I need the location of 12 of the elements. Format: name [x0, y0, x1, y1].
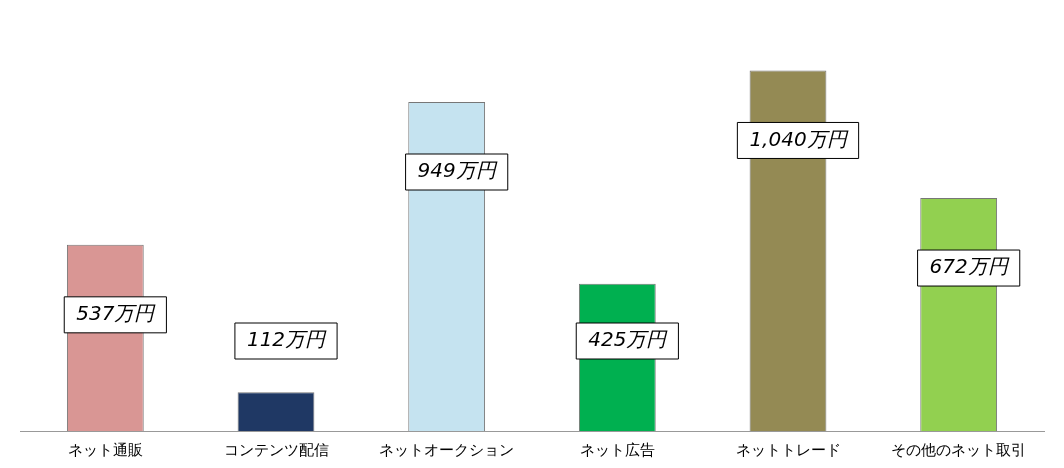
x-tick-label: ネット広告 [579, 440, 655, 459]
data-label: 1,040万円 [749, 126, 849, 151]
x-tick-label: その他のネット取引 [891, 440, 1027, 459]
data-label: 672万円 [929, 254, 1010, 279]
data-label: 425万円 [588, 327, 669, 352]
x-tick-label: ネットトレード [735, 440, 841, 459]
x-tick-label: ネットオークション [379, 440, 515, 459]
x-tick-label: コンテンツ配信 [223, 440, 329, 459]
data-label: 537万円 [76, 301, 157, 326]
data-label: 112万円 [246, 327, 328, 352]
x-tick-label: ネット通販 [67, 440, 143, 459]
data-label: 949万円 [417, 158, 498, 183]
